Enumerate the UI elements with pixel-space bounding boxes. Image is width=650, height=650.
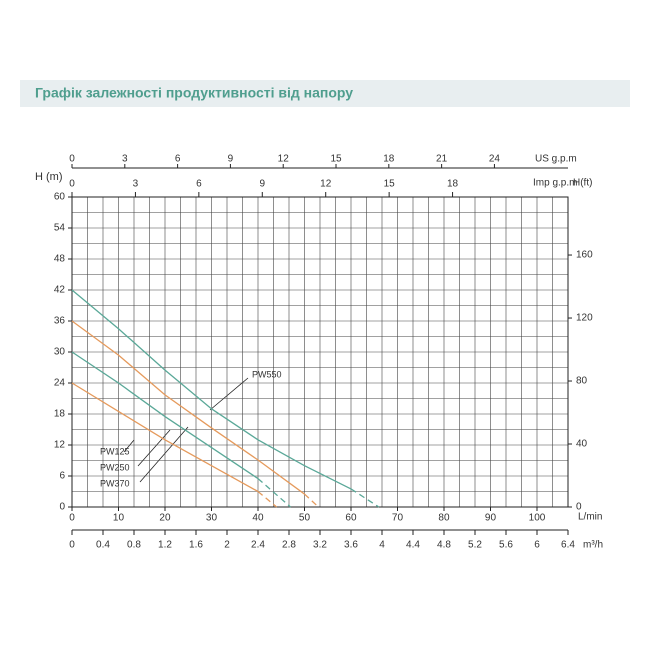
curve [71,382,259,493]
x3-tick-label: 0 [69,154,75,165]
y-tick-label: 54 [54,223,66,234]
x3-tick-label: 6 [175,154,181,165]
title-band [20,80,630,107]
x-tick-label: 0 [69,513,75,524]
x-tick-label: 60 [345,513,357,524]
x-tick-label: 20 [159,513,171,524]
x2-axis-label: m³/h [583,540,603,551]
leader-line [123,439,135,453]
curve [71,320,305,495]
leader-lines [123,377,249,483]
x4-tick-label: 12 [320,179,332,190]
y-tick-label: 18 [54,409,66,420]
leader-line [139,426,189,483]
y-tick-label: 30 [54,347,66,358]
x-tick-label: 90 [485,513,497,524]
y-axis-label: H (m) [35,171,63,183]
y-tick-label: 48 [54,254,66,265]
x-tick-label: 100 [529,513,546,524]
curve-dashed [350,488,380,508]
x4-tick-label: 18 [447,179,459,190]
x-tick-label: 70 [392,513,404,524]
y2-tick-label: 0 [576,502,582,513]
x3-tick-label: 24 [489,154,501,165]
x-axis-label: L/min [578,512,602,523]
y2-tick-label: 40 [576,439,588,450]
x2-tick-label: 0 [69,540,75,551]
x2-tick-label: 4.4 [406,540,420,551]
x2-tick-label: 4.8 [437,540,451,551]
x2-tick-label: 2.8 [282,540,296,551]
x2-tick-label: 5.6 [499,540,513,551]
x3-tick-label: 9 [228,154,234,165]
y2-axis-label: H(ft) [573,178,592,189]
leader-line [209,377,249,411]
x-tick-label: 50 [299,513,311,524]
x2-tick-label: 0.8 [127,540,141,551]
curve-dashed [304,493,319,508]
y-tick-label: 0 [59,502,65,513]
y-tick-label: 12 [54,440,66,451]
x2-tick-label: 0.4 [96,540,110,551]
x3-tick-label: 18 [383,154,395,165]
x2-tick-label: 4 [379,540,385,551]
x2-tick-label: 2.4 [251,540,265,551]
y-tick-label: 60 [54,192,66,203]
series-label: PW370 [100,478,130,488]
y-tick-label: 42 [54,285,66,296]
y2-tick-label: 80 [576,376,588,387]
y2-tick-label: 120 [576,313,593,324]
x3-axis-label: US g.p.m [535,154,577,165]
series-label: PW550 [252,369,282,379]
x-tick-label: 30 [206,513,218,524]
y-tick-label: 36 [54,316,66,327]
x4-tick-label: 6 [196,179,202,190]
x-tick-label: 10 [113,513,125,524]
curve [71,289,352,490]
x2-tick-label: 3.2 [313,540,327,551]
series-label: PW250 [100,462,130,472]
x-tick-label: 80 [438,513,450,524]
series-label: PW125 [100,446,130,456]
x4-tick-label: 0 [69,179,75,190]
x-tick-label: 40 [252,513,264,524]
y-tick-label: 6 [59,471,65,482]
x2-tick-label: 3.6 [344,540,358,551]
x2-tick-label: 6 [534,540,540,551]
x2-tick-label: 2 [224,540,230,551]
x4-tick-label: 15 [384,179,396,190]
x2-tick-label: 5.2 [468,540,482,551]
x2-tick-label: 6.4 [561,540,575,551]
x2-tick-label: 1.6 [189,540,203,551]
x2-tick-label: 1.2 [158,540,172,551]
x4-tick-label: 3 [133,179,139,190]
leader-line [137,429,171,467]
x3-tick-label: 15 [330,154,342,165]
chart-title: Графік залежності продуктивності від нап… [35,85,353,101]
x3-tick-label: 12 [278,154,290,165]
curve-dashed [257,491,278,508]
y2-tick-label: 160 [576,250,593,261]
curve [71,351,259,480]
curve-dashed [257,478,291,508]
y-tick-label: 24 [54,378,66,389]
x4-axis-label: Imp g.p.m [533,178,577,189]
x3-tick-label: 21 [436,154,448,165]
x4-tick-label: 9 [260,179,266,190]
x3-tick-label: 3 [122,154,128,165]
